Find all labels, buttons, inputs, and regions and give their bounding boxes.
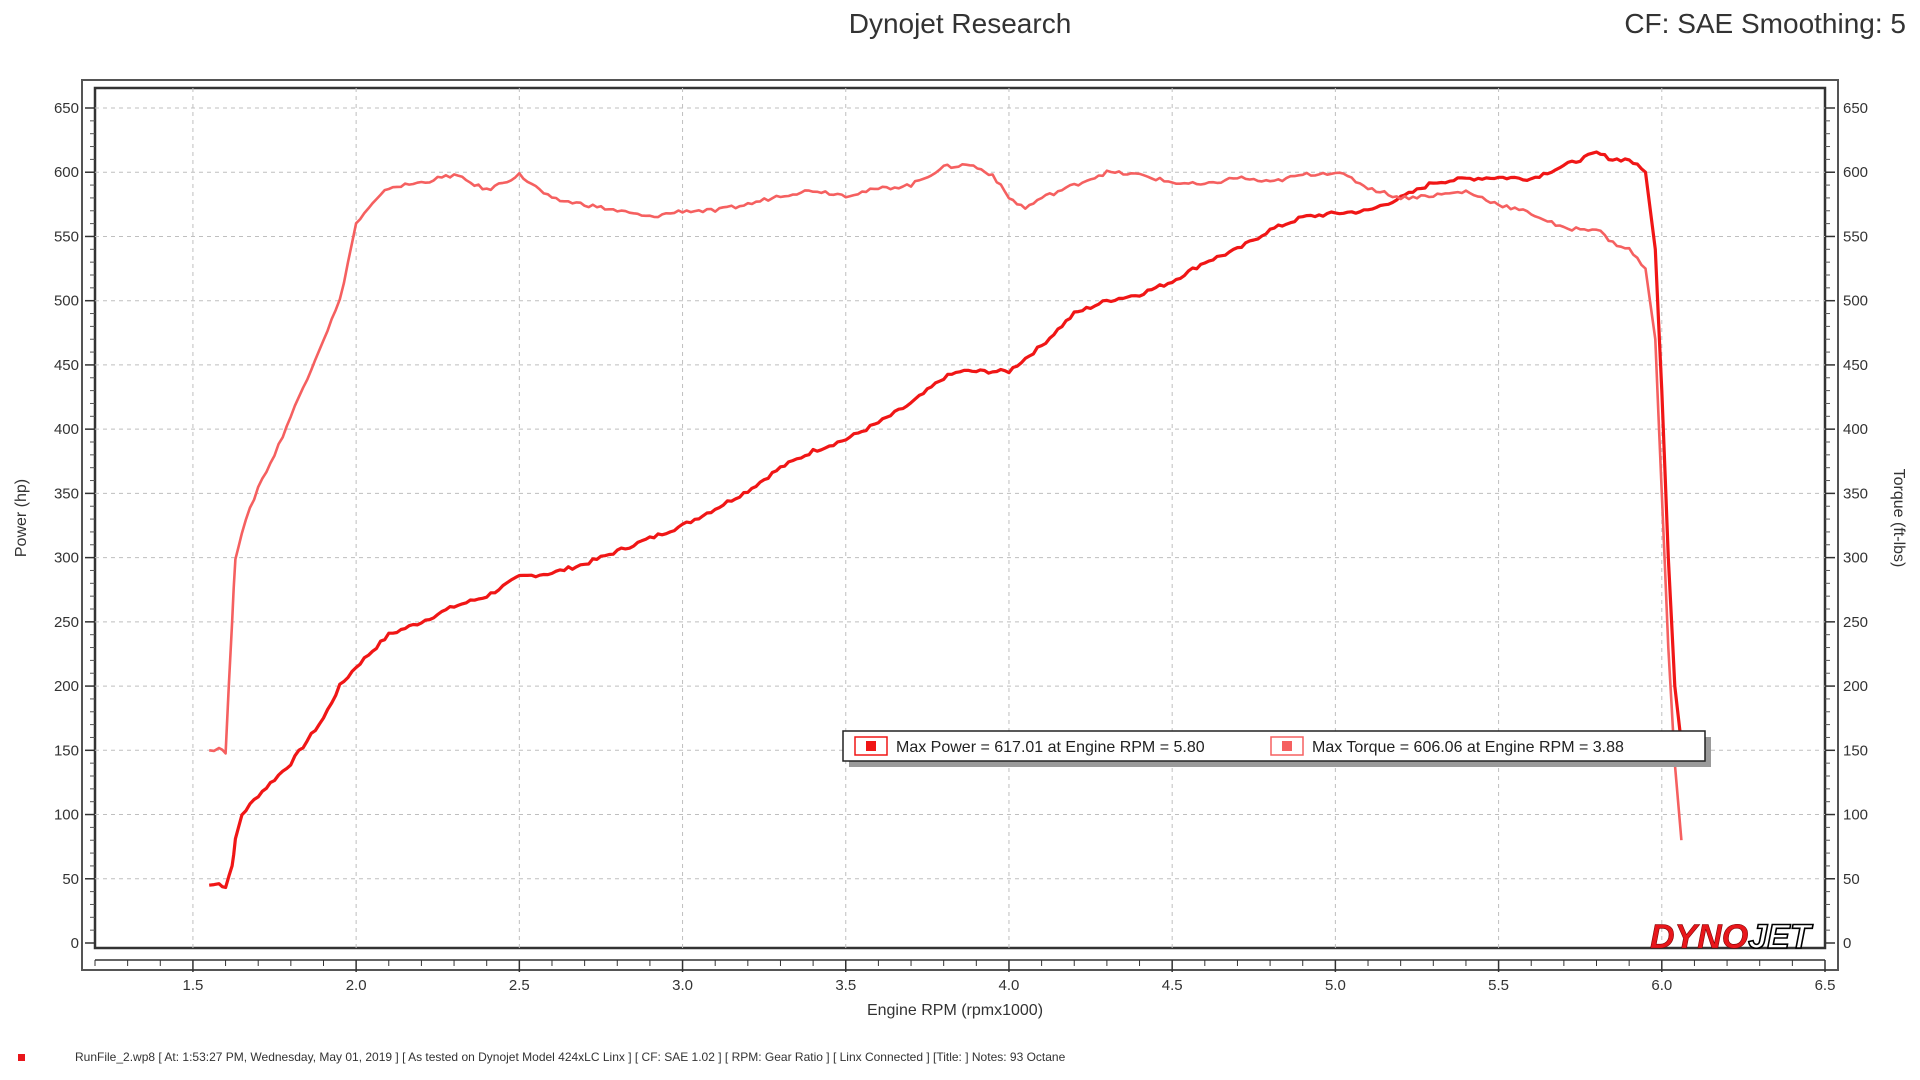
series-group [209, 150, 1683, 890]
footer-run-marker [18, 1054, 25, 1062]
y-tick-label-right: 200 [1843, 678, 1868, 695]
legend-torque-text: Max Torque = 606.06 at Engine RPM = 3.88 [1312, 739, 1624, 756]
x-tick-label: 2.0 [346, 977, 367, 994]
x-tick-label: 1.5 [182, 977, 203, 994]
run-info-footer: RunFile_2.wp8 [ At: 1:53:27 PM, Wednesda… [18, 1050, 1065, 1064]
x-tick-label: 3.5 [835, 977, 856, 994]
y-tick-label-left: 550 [54, 228, 79, 245]
y-axis-label-left: Power (hp) [13, 479, 30, 557]
y-tick-label-left: 100 [54, 807, 79, 824]
y-tick-label-left: 250 [54, 614, 79, 631]
x-axis-ticks: 1.5 2.0 2.5 3.0 3.5 4.0 4.5 5.0 5.5 6.0 6.5 [182, 977, 1835, 994]
dynojet-logo: DYNOJET [1650, 917, 1815, 957]
y-tick-label-left: 600 [54, 164, 79, 181]
torque-series-line [209, 163, 1683, 841]
y-tick-label-left: 0 [71, 935, 79, 952]
x-tick-label: 4.5 [1162, 977, 1183, 994]
x-tick-label: 6.0 [1651, 977, 1672, 994]
y-tick-label-right: 0 [1843, 935, 1851, 952]
dyno-chart: 050100150200250300350400450500550600650 … [13, 79, 1907, 1019]
y-tick-label-left: 500 [54, 293, 79, 310]
x-tick-label: 2.5 [509, 977, 530, 994]
power-series-line [209, 150, 1683, 890]
y-tick-label-left: 350 [54, 485, 79, 502]
legend-power-marker [866, 741, 876, 751]
x-tick-label: 6.5 [1815, 977, 1836, 994]
y-axis-label-right: Torque (ft-lbs) [1890, 469, 1907, 568]
x-axis-label: Engine RPM (rpmx1000) [867, 1002, 1043, 1019]
y-tick-label-left: 150 [54, 742, 79, 759]
page-title: Dynojet Research [848, 8, 1072, 39]
y-tick-label-right: 600 [1843, 164, 1868, 181]
y-tick-label-right: 300 [1843, 550, 1868, 567]
y-tick-label-left: 650 [54, 100, 79, 117]
y-tick-label-right: 450 [1843, 357, 1868, 374]
y-tick-label-right: 650 [1843, 100, 1868, 117]
y-tick-label-right: 100 [1843, 807, 1868, 824]
y-tick-label-right: 350 [1843, 485, 1868, 502]
y-tick-label-right: 50 [1843, 871, 1860, 888]
y-tick-label-left: 450 [54, 357, 79, 374]
x-tick-label: 4.0 [999, 977, 1020, 994]
y-axis-left-ticks: 0 50 100 150 200 250 300 350 400 450 500 550 600 650 [54, 100, 79, 952]
legend: Max Power = 617.01 at Engine RPM = 5.80 … [842, 730, 1711, 767]
correction-factor-label: CF: SAE Smoothing: 5 [1624, 8, 1906, 39]
y-tick-label-right: 250 [1843, 614, 1868, 631]
logo-dyno: DYNO [1650, 918, 1748, 956]
y-tick-label-right: 500 [1843, 293, 1868, 310]
footer-text: RunFile_2.wp8 [ At: 1:53:27 PM, Wednesda… [75, 1050, 1066, 1064]
x-tick-label: 5.5 [1488, 977, 1509, 994]
legend-power-text: Max Power = 617.01 at Engine RPM = 5.80 [896, 739, 1205, 756]
y-tick-label-right: 550 [1843, 228, 1868, 245]
y-tick-label-right: 150 [1843, 742, 1868, 759]
logo-jet: JET [1748, 918, 1814, 956]
y-tick-label-right: 400 [1843, 421, 1868, 438]
y-tick-label-left: 300 [54, 550, 79, 567]
y-tick-label-left: 200 [54, 678, 79, 695]
plot-area [93, 86, 1827, 950]
legend-torque-marker [1282, 741, 1292, 751]
x-tick-label: 3.0 [672, 977, 693, 994]
svg-text:DYNOJET: DYNOJET [1650, 918, 1814, 956]
tick-marks [85, 107, 1835, 972]
y-tick-label-left: 400 [54, 421, 79, 438]
y-axis-right-ticks: 0 50 100 150 200 250 300 350 400 450 500 550 600 650 [1843, 100, 1868, 952]
x-tick-label: 5.0 [1325, 977, 1346, 994]
y-tick-label-left: 50 [62, 871, 79, 888]
